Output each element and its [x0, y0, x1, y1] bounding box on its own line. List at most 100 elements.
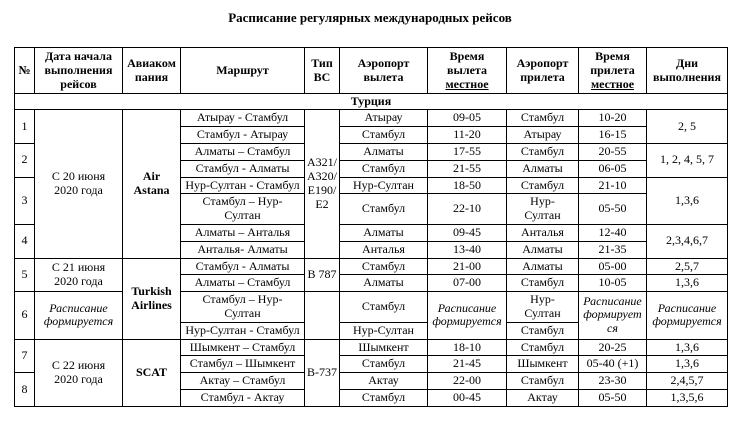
- arr-time-cell: 05-40 (+1): [578, 355, 647, 374]
- dep-airport-cell: Нур-Султан: [339, 176, 428, 195]
- arr-time-cell: 05-50: [578, 193, 647, 225]
- num-cell: 4: [14, 223, 35, 259]
- days-cell: 1, 2, 4, 5, 7: [646, 142, 728, 178]
- days-cell: 2,4,5,7: [646, 372, 728, 390]
- table-row: Стамбул - Алматы Стамбул 21-55 Алматы 06…: [15, 159, 728, 178]
- dep-time-cell: 22-10: [427, 193, 507, 225]
- table-row: Алматы – Стамбул Алматы 07-00 Стамбул 10…: [15, 274, 728, 293]
- document-page: Расписание регулярных международных рейс…: [14, 10, 728, 407]
- page-title: Расписание регулярных международных рейс…: [228, 10, 512, 25]
- table-row: 8 Актау – Стамбул Актау 22-00 Стамбул 23…: [14, 372, 728, 407]
- arr-airport-cell: Алматы: [506, 240, 579, 259]
- arr-time-cell: 05-00: [578, 257, 647, 276]
- flight-schedule-table: № Дата начала выполнения рейсов Авиаком …: [14, 46, 728, 407]
- num-cell: 7: [14, 338, 35, 374]
- dep-airport-cell: Стамбул: [339, 388, 428, 407]
- airline-cell: SCAT: [122, 338, 181, 407]
- route-cell: Актау – Стамбул: [180, 372, 305, 390]
- arr-time-cell: 21-35: [578, 240, 647, 259]
- days-cell: 1,3,6: [646, 338, 728, 357]
- num-cell: 1: [14, 109, 35, 144]
- col-header-arr-time: Время прилета местное: [578, 46, 647, 95]
- dep-time-cell: 18-10: [427, 338, 507, 357]
- dep-time-cell: 13-40: [427, 240, 507, 259]
- dep-time-cell: Расписание формируется: [427, 291, 507, 340]
- arr-time-label: Время прилета: [590, 49, 635, 77]
- arr-time-local-label: местное: [590, 76, 635, 91]
- col-header-aircraft-type: Тип ВС: [304, 46, 340, 95]
- route-cell: Стамбул - Алматы: [180, 257, 305, 276]
- route-cell: Стамбул - Алматы: [180, 159, 305, 178]
- dep-airport-cell: Стамбул: [339, 159, 428, 178]
- route-cell: Атырау - Стамбул: [180, 109, 305, 128]
- dep-time-cell: 11-20: [427, 126, 507, 144]
- num-cell: 2: [14, 142, 35, 178]
- dep-time-label: Время вылета: [447, 49, 487, 77]
- route-cell: Стамбул – Шымкент: [180, 355, 305, 374]
- arr-airport-cell: Актау: [506, 388, 579, 407]
- dep-airport-cell: Стамбул: [339, 126, 428, 144]
- section-row: Турция: [14, 93, 728, 111]
- col-header-num: №: [14, 46, 35, 95]
- dep-airport-cell: Стамбул: [339, 257, 428, 276]
- col-header-start-date: Дата начала выполнения рейсов: [34, 46, 123, 95]
- arr-airport-cell: Нур-Султан: [506, 193, 579, 225]
- dep-airport-cell: Алматы: [339, 223, 428, 242]
- arr-airport-cell: Нур-Султан: [506, 291, 579, 323]
- days-cell: 1,3,6: [646, 176, 728, 225]
- dep-time-cell: 09-05: [427, 109, 507, 128]
- aircraft-type-cell: В-737: [304, 338, 340, 407]
- col-header-airline: Авиаком пания: [122, 46, 181, 95]
- dep-airport-cell: Атырау: [339, 109, 428, 128]
- dep-time-cell: 21-55: [427, 159, 507, 178]
- dep-time-cell: 17-55: [427, 142, 507, 161]
- num-cell: 3: [14, 176, 35, 225]
- dep-airport-cell: Шымкент: [339, 338, 428, 357]
- table-row: Стамбул – Шымкент Стамбул 21-45 Шымкент …: [15, 355, 728, 374]
- dep-airport-cell: Алматы: [339, 142, 428, 161]
- table-row: 4 Алматы – Анталья Алматы 09-45 Анталья …: [14, 223, 728, 259]
- route-cell: Нур-Султан - Стамбул: [180, 176, 305, 195]
- header-row: № Дата начала выполнения рейсов Авиаком …: [14, 46, 728, 95]
- arr-airport-cell: Стамбул: [506, 109, 579, 128]
- arr-airport-cell: Стамбул: [506, 142, 579, 161]
- table-row: Стамбул – Нур-Султан Стамбул 22-10 Нур-С…: [15, 193, 728, 225]
- dep-time-cell: 00-45: [427, 388, 507, 407]
- arr-time-cell: 16-15: [578, 126, 647, 144]
- route-cell: Стамбул – Нур-Султан: [180, 291, 305, 323]
- col-header-route: Маршрут: [180, 46, 305, 95]
- section-label: Турция: [14, 93, 728, 111]
- arr-time-cell: 21-10: [578, 176, 647, 195]
- aircraft-type-cell: [304, 291, 340, 340]
- dep-time-local-label: местное: [445, 76, 489, 91]
- table-row: 3 Нур-Султан - Стамбул Нур-Султан 18-50 …: [14, 176, 728, 225]
- route-cell: Алматы – Анталья: [180, 223, 305, 242]
- dep-time-cell: 07-00: [427, 274, 507, 293]
- arr-airport-cell: Шымкент: [506, 355, 579, 374]
- table-row: Стамбул - Актау Стамбул 00-45 Актау 05-5…: [15, 388, 728, 407]
- dep-time-cell: 09-45: [427, 223, 507, 242]
- col-header-dep-airport: Аэропорт вылета: [339, 46, 428, 95]
- date-cell: С 22 июня 2020 года: [34, 338, 123, 407]
- days-cell: Расписание формируется: [646, 291, 728, 340]
- route-cell: Стамбул - Атырау: [180, 126, 305, 144]
- arr-airport-cell: Стамбул: [506, 274, 579, 293]
- arr-airport-cell: Алматы: [506, 159, 579, 178]
- date-cell: С 21 июня 2020 года: [34, 257, 123, 293]
- days-cell: 2,5,7: [646, 257, 728, 276]
- dep-time-cell: 18-50: [427, 176, 507, 195]
- col-header-dep-time: Время вылета местное: [427, 46, 507, 95]
- arr-time-cell: 10-05: [578, 274, 647, 293]
- num-cell: 8: [14, 372, 35, 407]
- table-row: 5 С 21 июня 2020 года Turkish Airlines С…: [14, 257, 728, 340]
- arr-airport-cell: Алматы: [506, 257, 579, 276]
- arr-airport-cell: Атырау: [506, 126, 579, 144]
- dep-airport-cell: Актау: [339, 372, 428, 390]
- arr-time-cell: 06-05: [578, 159, 647, 178]
- route-cell: Алматы – Стамбул: [180, 142, 305, 161]
- table-row: 7 С 22 июня 2020 года SCAT Шымкент – Ста…: [14, 338, 728, 407]
- days-cell: 2, 5: [646, 109, 728, 144]
- dep-time-cell: 21-45: [427, 355, 507, 374]
- dep-airport-cell: Стамбул: [339, 193, 428, 225]
- date-cell: С 20 июня 2020 года: [34, 109, 123, 259]
